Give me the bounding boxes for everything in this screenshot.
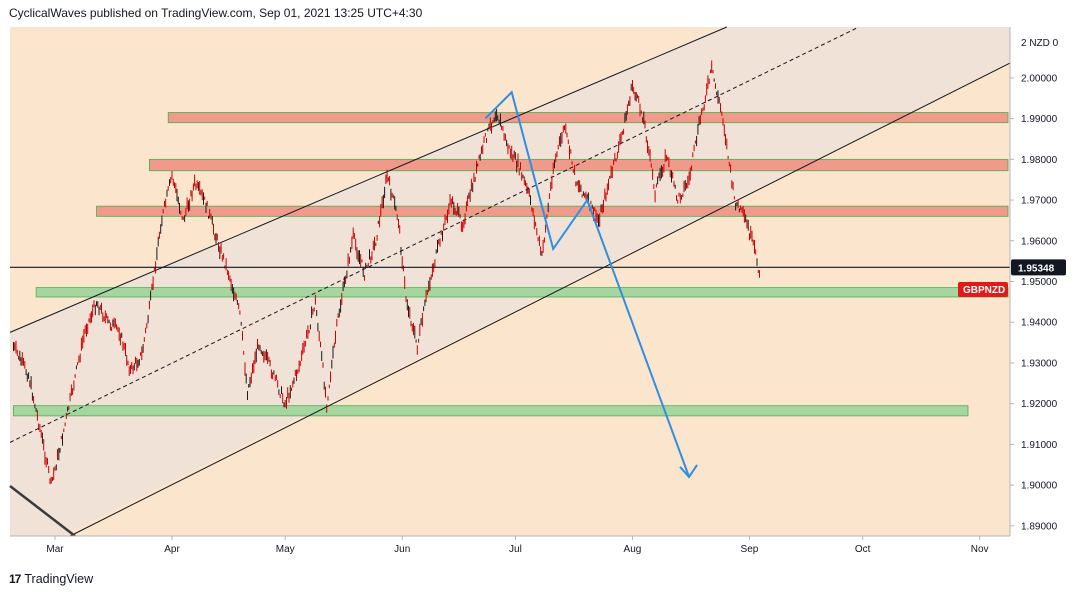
channel-upper-line xyxy=(9,26,728,333)
y-tick-label: 2.00000 xyxy=(1021,73,1058,84)
publish-header: CyclicalWaves published on TradingView.c… xyxy=(9,6,423,20)
x-tick-label: Apr xyxy=(164,544,180,555)
last-price-label: 1.95348 xyxy=(1018,263,1055,274)
wedge-line xyxy=(9,485,76,537)
x-tick-label: Nov xyxy=(971,544,989,555)
time-axis-bg xyxy=(10,536,1079,560)
x-tick-label: Mar xyxy=(46,544,64,555)
y-tick-label: 1.92000 xyxy=(1021,399,1058,410)
channel-lower-line xyxy=(69,62,1011,537)
last-price-tag xyxy=(1011,259,1066,276)
tradingview-logo-icon: 17 xyxy=(9,572,21,586)
resistance-zone-3 xyxy=(96,205,1009,217)
projection-path xyxy=(484,90,691,478)
y-tick-label: 1.95000 xyxy=(1021,277,1058,288)
symbol-tag xyxy=(958,282,1008,297)
footer: 17 TradingView xyxy=(9,572,93,586)
x-tick-label: Jul xyxy=(509,544,522,555)
y-tick-label: 1.96000 xyxy=(1021,236,1058,247)
x-tick-label: Oct xyxy=(855,544,871,555)
x-tick-label: Sep xyxy=(741,544,759,555)
resistance-zone-1 xyxy=(167,112,1009,124)
projection-arrowhead xyxy=(679,464,698,479)
y-tick-label: 1.97000 xyxy=(1021,196,1058,207)
y-tick-label: 1.93000 xyxy=(1021,358,1058,369)
currency-label: 2 NZD 0 xyxy=(1021,38,1059,49)
footer-brand: TradingView xyxy=(24,572,94,586)
y-tick-label: 1.90000 xyxy=(1021,481,1058,492)
y-tick-label: 1.89000 xyxy=(1021,521,1058,532)
support-zone-2 xyxy=(13,405,969,417)
y-tick-label: 1.98000 xyxy=(1021,155,1058,166)
channel-midline xyxy=(9,26,860,443)
price-axis-bg xyxy=(1010,27,1079,536)
x-tick-label: Aug xyxy=(624,544,642,555)
y-tick-label: 1.99000 xyxy=(1021,114,1058,125)
symbol-tag-label: GBPNZD xyxy=(963,285,1005,296)
y-tick-label: 1.94000 xyxy=(1021,318,1058,329)
x-tick-label: May xyxy=(276,544,295,555)
resistance-zone-2 xyxy=(148,158,1009,172)
y-tick-label: 1.91000 xyxy=(1021,440,1058,451)
x-tick-label: Jun xyxy=(394,544,410,555)
support-zone-1 xyxy=(35,287,1009,298)
